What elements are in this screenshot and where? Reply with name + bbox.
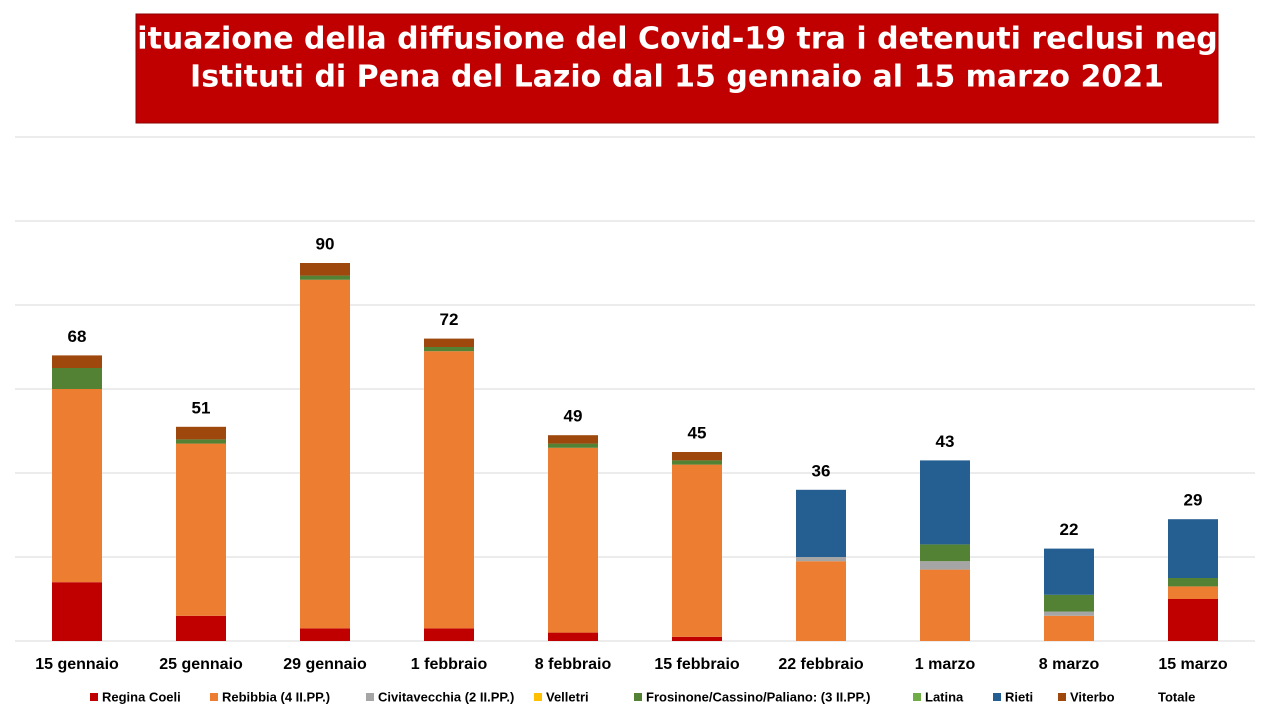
bar-segment <box>176 439 226 444</box>
bar-segment <box>796 557 846 562</box>
bar-segment <box>52 582 102 641</box>
legend-swatch <box>993 693 1001 701</box>
bar-segment <box>548 443 598 448</box>
bar-segment <box>920 561 970 570</box>
bar-segment <box>796 489 846 557</box>
bar-segment <box>300 628 350 641</box>
bar-segment <box>548 632 598 641</box>
bar-segment <box>672 464 722 637</box>
title-box <box>135 13 1219 124</box>
legend-swatch <box>913 693 921 701</box>
total-label: 51 <box>192 398 211 417</box>
total-label: 29 <box>1184 491 1203 510</box>
total-label: 45 <box>688 423 707 442</box>
bar-segment <box>548 447 598 633</box>
bar-segment <box>176 615 226 641</box>
bar-segment <box>424 338 474 347</box>
bar-segment <box>52 389 102 583</box>
bar-segment <box>300 263 350 276</box>
bar-segment <box>672 452 722 461</box>
bar-segment <box>424 347 474 352</box>
bar-segment <box>920 544 970 562</box>
bar-segment <box>300 275 350 280</box>
x-tick-label: 1 marzo <box>915 656 976 673</box>
bar-segment <box>1168 578 1218 587</box>
total-label: 43 <box>936 432 955 451</box>
legend-swatch <box>1058 693 1066 701</box>
bar-segment <box>176 443 226 616</box>
total-label: 90 <box>316 234 335 253</box>
bar-segment <box>920 460 970 545</box>
bar-segment <box>1044 611 1094 616</box>
x-tick-label: 25 gennaio <box>159 656 243 673</box>
x-tick-label: 15 febbraio <box>654 656 740 673</box>
x-tick-label: 29 gennaio <box>283 656 367 673</box>
legend-label: Rebibbia (4 II.PP.) <box>222 689 330 704</box>
x-tick-label: 22 febbraio <box>778 656 864 673</box>
bar-segment <box>1168 519 1218 578</box>
legend-swatch <box>634 693 642 701</box>
x-tick-label: 8 febbraio <box>535 656 612 673</box>
legend-label: Civitavecchia (2 II.PP.) <box>378 689 514 704</box>
bar-segment <box>672 460 722 465</box>
legend-label: Latina <box>925 689 964 704</box>
legend-label: Velletri <box>546 689 589 704</box>
x-tick-label: 15 gennaio <box>35 656 119 673</box>
legend-label: Rieti <box>1005 689 1033 704</box>
bar-segment <box>300 279 350 629</box>
x-tick-label: 1 febbraio <box>411 656 488 673</box>
bar-segment <box>1168 599 1218 641</box>
bar-segment <box>796 561 846 641</box>
bar-segment <box>672 636 722 641</box>
bar-segment <box>1044 615 1094 641</box>
total-label: 68 <box>68 327 87 346</box>
total-label: 36 <box>812 461 831 480</box>
bar-segment <box>52 368 102 389</box>
legend-label: Frosinone/Cassino/Paliano: (3 II.PP.) <box>646 689 870 704</box>
bar-segment <box>548 435 598 444</box>
chart-subtitle: Istituti di Pena del Lazio dal 15 gennai… <box>190 60 1164 95</box>
bar-segment <box>1044 548 1094 595</box>
chart-title: Situazione della diffusione del Covid-19… <box>116 22 1239 57</box>
bar-segment <box>424 351 474 629</box>
x-tick-label: 15 marzo <box>1158 656 1228 673</box>
legend-label: Regina Coeli <box>102 689 181 704</box>
bar-segment <box>920 569 970 641</box>
legend-swatch <box>534 693 542 701</box>
legend-swatch <box>210 693 218 701</box>
bar-segment <box>176 426 226 440</box>
legend-swatch <box>90 693 98 701</box>
total-label: 22 <box>1060 520 1079 539</box>
bar-segment <box>52 355 102 368</box>
legend-label: Totale <box>1158 689 1195 704</box>
bar-segment <box>1168 586 1218 599</box>
legend-label: Viterbo <box>1070 689 1115 704</box>
x-tick-label: 8 marzo <box>1039 656 1100 673</box>
bar-segment <box>424 628 474 641</box>
total-label: 72 <box>440 310 459 329</box>
bar-segment <box>1044 594 1094 612</box>
total-label: 49 <box>564 407 583 426</box>
legend-swatch <box>366 693 374 701</box>
